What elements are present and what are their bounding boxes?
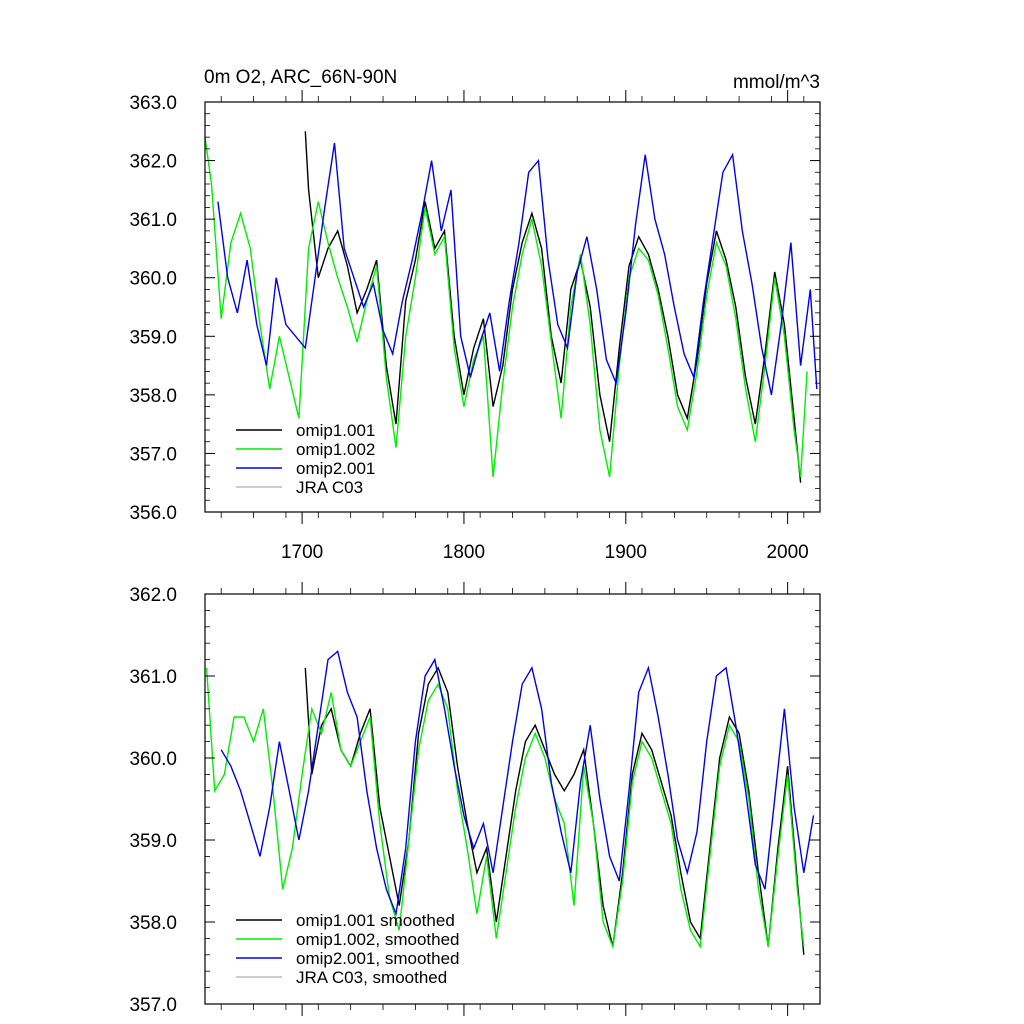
- bottom-panel: 357.0 358.0 359.0 360.0 361.0 362.0 omip1.001…: [129, 582, 821, 1016]
- legend-label: JRA C03: [296, 478, 363, 497]
- chart-title: 0m O2, ARC_66N-90N: [204, 67, 397, 88]
- y-tick-label: 360.0: [129, 269, 177, 290]
- legend-label: omip2.001: [296, 459, 375, 478]
- legend-label: omip1.001: [296, 421, 375, 440]
- x-tick-label: 1900: [605, 542, 647, 563]
- series-line-3: [220, 650, 815, 917]
- x-tick-label: 2000: [766, 542, 808, 563]
- legend-label: omip2.001, smoothed: [296, 949, 460, 968]
- series-line-2: [204, 137, 808, 478]
- units-label: mmol/m^3: [733, 72, 820, 93]
- y-tick-label: 362.0: [129, 152, 177, 173]
- y-tick-label: 359.0: [129, 327, 177, 348]
- legend-label: omip1.001 smoothed: [296, 911, 455, 930]
- legend-label: omip1.002, smoothed: [296, 930, 460, 949]
- y-tick-label: 356.0: [129, 503, 177, 524]
- y-tick-label: 357.0: [129, 995, 177, 1016]
- y-tick-label: 360.0: [129, 749, 177, 770]
- y-tick-label: 363.0: [129, 93, 177, 114]
- y-tick-label: 358.0: [129, 386, 177, 407]
- series-line-3: [217, 142, 818, 396]
- x-tick-label: 1700: [281, 542, 323, 563]
- x-tick-label: 1800: [443, 542, 485, 563]
- series-line-2: [205, 667, 805, 950]
- y-tick-label: 359.0: [129, 831, 177, 852]
- y-tick-label: 361.0: [129, 210, 177, 231]
- legend-label: omip1.002: [296, 440, 375, 459]
- y-tick-label: 362.0: [129, 585, 177, 606]
- series-line-1: [304, 666, 805, 955]
- legend-label: JRA C03, smoothed: [296, 968, 447, 987]
- top-panel: 0m O2, ARC_66N-90N mmol/m^3 356.0 357.0 35…: [129, 67, 821, 563]
- y-tick-label: 361.0: [129, 667, 177, 688]
- y-tick-label: 357.0: [129, 444, 177, 465]
- y-tick-label: 358.0: [129, 913, 177, 934]
